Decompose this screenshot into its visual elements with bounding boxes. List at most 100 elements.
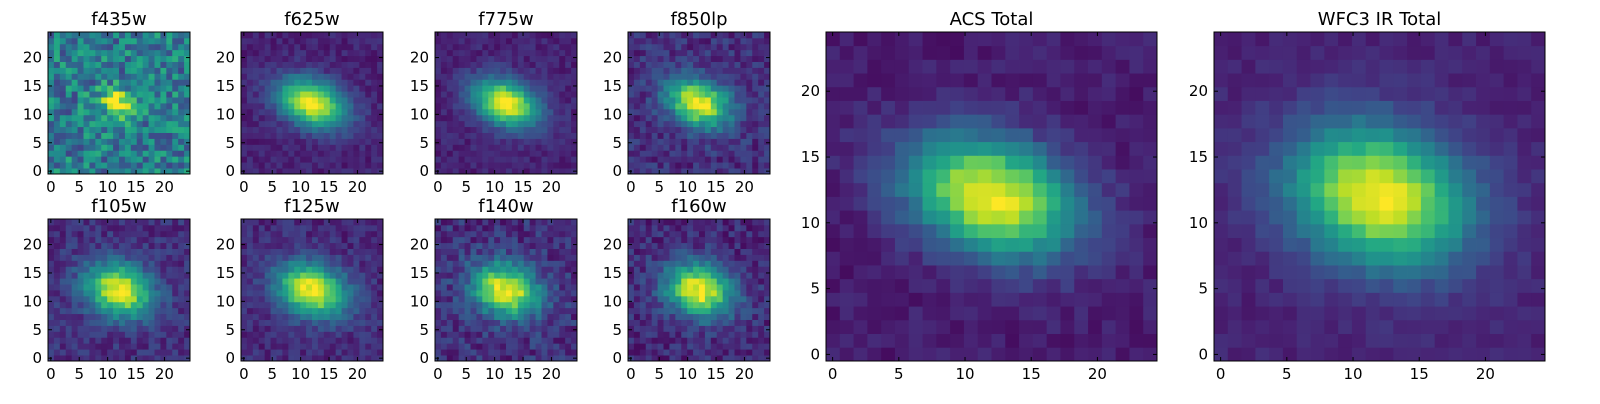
heatmap-cell [271, 150, 277, 156]
heatmap-cell [113, 79, 119, 85]
heatmap-cell [699, 50, 705, 56]
heatmap-cell [265, 103, 271, 109]
heatmap-cell [271, 343, 277, 349]
heatmap-cell [318, 249, 324, 255]
heatmap-cell [54, 97, 60, 103]
heatmap-cell [518, 50, 524, 56]
heatmap-cell [149, 115, 155, 121]
heatmap-cell [54, 73, 60, 79]
heatmap-cell [184, 97, 190, 103]
heatmap-cell [471, 121, 477, 127]
heatmap-cell [119, 314, 125, 320]
heatmap-cell [253, 284, 259, 290]
heatmap-cell [119, 97, 125, 103]
heatmap-cell [500, 85, 506, 91]
heatmap-cell [711, 115, 717, 121]
heatmap-cell [687, 162, 693, 168]
heatmap-cell [259, 156, 265, 162]
heatmap-cell [681, 349, 687, 355]
y-tick-label: 5 [32, 321, 42, 339]
heatmap-cell [752, 219, 758, 225]
heatmap-cell [300, 349, 306, 355]
heatmap-cell [288, 32, 294, 38]
heatmap-cell [348, 249, 354, 255]
heatmap-cell [634, 243, 640, 249]
heatmap-cell [553, 355, 559, 361]
heatmap-cell [435, 127, 441, 133]
heatmap-cell [336, 290, 342, 296]
heatmap-cell [166, 272, 172, 278]
heatmap-cell [465, 331, 471, 337]
heatmap-cell [259, 168, 265, 174]
heatmap-cell [723, 260, 729, 266]
heatmap-cell [178, 109, 184, 115]
heatmap-cell [476, 79, 482, 85]
heatmap-cell [723, 97, 729, 103]
heatmap-cell [711, 260, 717, 266]
heatmap-cell [735, 133, 741, 139]
heatmap-cell [253, 79, 259, 85]
heatmap-cell [542, 127, 548, 133]
heatmap-cell [89, 326, 95, 332]
heatmap-cell [978, 347, 992, 361]
heatmap-cell [119, 237, 125, 243]
heatmap-cell [330, 50, 336, 56]
heatmap-cell [107, 337, 113, 343]
heatmap-cell [84, 156, 90, 162]
heatmap-cell [681, 249, 687, 255]
heatmap-cell [524, 91, 530, 97]
heatmap-cell [137, 296, 143, 302]
heatmap-cell [72, 115, 78, 121]
heatmap-cell [536, 343, 542, 349]
heatmap-cell [131, 109, 137, 115]
heatmap-cell [265, 296, 271, 302]
heatmap-cell [247, 302, 253, 308]
heatmap-cell [288, 85, 294, 91]
heatmap-cell [471, 284, 477, 290]
heatmap-cell [330, 255, 336, 261]
heatmap-cell [530, 62, 536, 68]
heatmap-cell [54, 109, 60, 115]
heatmap-cell [717, 162, 723, 168]
heatmap-cell [155, 326, 161, 332]
heatmap-cell [693, 243, 699, 249]
heatmap-cell [294, 73, 300, 79]
heatmap-cell [524, 278, 530, 284]
heatmap-cell [95, 243, 101, 249]
heatmap-cell [166, 109, 172, 115]
heatmap-cell [137, 144, 143, 150]
heatmap-cell [764, 290, 770, 296]
heatmap-cell [89, 115, 95, 121]
heatmap-cell [336, 32, 342, 38]
heatmap-cell [681, 284, 687, 290]
heatmap-cell [634, 272, 640, 278]
heatmap-cell [84, 225, 90, 231]
heatmap-cell [687, 308, 693, 314]
heatmap-cell [542, 73, 548, 79]
heatmap-cell [447, 62, 453, 68]
heatmap-cell [330, 231, 336, 237]
heatmap-cell [271, 349, 277, 355]
heatmap-cell [259, 56, 265, 62]
heatmap-cell [172, 355, 178, 361]
heatmap-cell [172, 337, 178, 343]
heatmap-cell [482, 302, 488, 308]
heatmap-cell [752, 308, 758, 314]
heatmap-cell [330, 79, 336, 85]
heatmap-cell [155, 91, 161, 97]
heatmap-cell [306, 278, 312, 284]
heatmap-cell [699, 260, 705, 266]
heatmap-cell [353, 331, 359, 337]
heatmap-cell [699, 326, 705, 332]
heatmap-cell [101, 144, 107, 150]
heatmap-cell [160, 44, 166, 50]
heatmap-cell [494, 162, 500, 168]
y-tick-label: 15 [410, 264, 429, 282]
heatmap-cell [553, 266, 559, 272]
heatmap-cell [565, 121, 571, 127]
heatmap-cell [131, 225, 137, 231]
heatmap-cell [547, 290, 553, 296]
heatmap-cell [465, 68, 471, 74]
heatmap-cell [54, 127, 60, 133]
heatmap-cell [1102, 334, 1116, 348]
